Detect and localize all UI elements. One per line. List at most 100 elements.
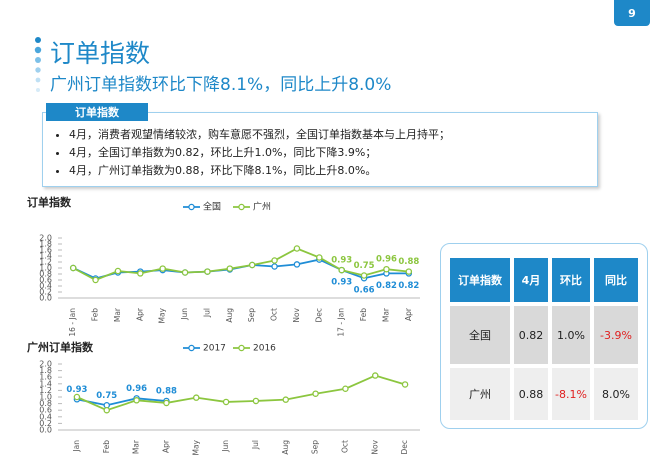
- y-tick-label: 0.0: [39, 426, 52, 435]
- chart-title: 广州订单指数: [27, 340, 94, 354]
- chart-title: 订单指数: [27, 195, 72, 209]
- x-tick-label: Feb: [91, 308, 100, 322]
- point: [103, 406, 111, 414]
- x-tick-label: Dec: [400, 440, 409, 455]
- x-tick-label: 17 - Jan: [337, 308, 346, 337]
- legend-marker: [238, 344, 245, 352]
- y-tick-label: 2.0: [39, 360, 52, 369]
- x-tick-label: Apr: [135, 307, 144, 321]
- legend-label: 广州: [253, 201, 271, 213]
- x-tick-label: Mar: [132, 439, 141, 454]
- x-tick-label: 16 - Jan: [68, 308, 77, 337]
- point: [248, 261, 256, 269]
- y-tick-label: 0.8: [39, 270, 52, 279]
- y-tick-label: 0.4: [39, 412, 52, 421]
- y-tick-label: 0.0: [39, 294, 52, 303]
- x-tick-label: Apr: [161, 439, 170, 453]
- data-label: 0.82: [376, 281, 397, 291]
- point: [252, 397, 260, 405]
- x-tick-label: Sep: [247, 308, 256, 322]
- point: [226, 265, 234, 272]
- point: [181, 269, 189, 276]
- y-tick-label: 1.2: [39, 386, 52, 395]
- x-tick-label: Aug: [225, 308, 234, 323]
- y-tick-label: 0.4: [39, 282, 52, 291]
- table-cell: 0.82: [514, 306, 548, 364]
- summary-label: 订单指数: [46, 103, 148, 121]
- series-line: [72, 247, 409, 281]
- decor-dots: [34, 37, 42, 92]
- data-label: 0.96: [126, 384, 147, 394]
- point: [69, 264, 77, 272]
- data-label: 0.96: [376, 255, 397, 265]
- point: [222, 398, 230, 406]
- y-tick-label: 0.8: [39, 399, 52, 408]
- table-cell: -8.1%: [552, 368, 590, 420]
- table-header: 环比: [552, 258, 590, 302]
- point: [371, 372, 379, 379]
- point: [405, 268, 413, 275]
- x-tick-label: Oct: [270, 308, 279, 321]
- point: [383, 265, 390, 273]
- y-tick-label: 0.2: [39, 419, 52, 428]
- x-tick-label: Jan: [72, 440, 81, 453]
- legend-label: 全国: [203, 201, 221, 213]
- y-tick-label: 0.6: [39, 406, 52, 415]
- legend-label: 2016: [253, 344, 276, 354]
- x-tick-label: Mar: [113, 307, 122, 322]
- data-label: 0.93: [66, 385, 87, 395]
- series-line: [76, 397, 167, 407]
- legend-label: 2017: [203, 344, 226, 354]
- data-label: 0.75: [354, 261, 375, 271]
- table-cell: 1.0%: [552, 306, 590, 364]
- point: [73, 393, 81, 401]
- point: [92, 276, 99, 284]
- point: [159, 265, 166, 272]
- data-label: 0.88: [398, 257, 419, 267]
- table-header: 4月: [514, 258, 548, 302]
- point: [342, 385, 349, 392]
- point: [271, 263, 278, 270]
- point: [360, 272, 368, 279]
- x-tick-label: May: [191, 439, 200, 455]
- x-tick-label: Feb: [359, 308, 368, 322]
- legend-marker: [188, 344, 195, 352]
- bullet: 4月，消费者观望情绪较浓，购车意愿不强烈，全国订单指数基本与上月持平；: [69, 126, 597, 142]
- data-label: 0.66: [354, 286, 375, 296]
- point: [204, 268, 211, 275]
- subtitle: 广州订单指数环比下降8.1%，同比上升8.0%: [50, 75, 392, 95]
- x-tick-label: Nov: [370, 439, 379, 454]
- x-tick-label: Sep: [311, 440, 320, 454]
- point: [316, 254, 323, 261]
- y-tick-label: 1.4: [39, 252, 52, 261]
- data-label: 0.82: [398, 281, 419, 291]
- x-tick-label: Jul: [251, 440, 260, 450]
- point: [293, 245, 301, 252]
- point: [401, 381, 409, 388]
- table-header: 同比: [594, 258, 638, 302]
- x-tick-label: Nov: [292, 307, 301, 322]
- data-label: 0.75: [96, 391, 117, 401]
- x-tick-label: Apr: [404, 307, 413, 321]
- point: [338, 266, 345, 274]
- table-cell: -3.9%: [594, 306, 638, 364]
- y-tick-label: 1.8: [39, 366, 52, 375]
- point: [114, 267, 122, 275]
- table-frame: [440, 243, 648, 429]
- y-tick-label: 2.0: [39, 234, 52, 243]
- legend-marker: [238, 203, 245, 211]
- y-tick-label: 1.4: [39, 379, 52, 388]
- title: 订单指数: [50, 39, 151, 68]
- point: [282, 396, 289, 403]
- y-tick-label: 1.2: [39, 258, 52, 267]
- y-tick-label: 1.0: [39, 264, 52, 273]
- point: [137, 270, 144, 277]
- table-cell: 0.88: [514, 368, 548, 420]
- x-tick-label: Dec: [314, 308, 323, 323]
- bullet: 4月，广州订单指数为0.88，环比下降8.1%，同比上升8.0%。: [69, 162, 597, 178]
- y-tick-label: 0.6: [39, 276, 52, 285]
- x-tick-label: Feb: [102, 440, 111, 454]
- x-tick-label: Jun: [221, 440, 230, 453]
- point: [163, 399, 170, 407]
- charts: 订单指数0.00.20.40.60.81.01.21.41.61.82.016 …: [27, 195, 420, 456]
